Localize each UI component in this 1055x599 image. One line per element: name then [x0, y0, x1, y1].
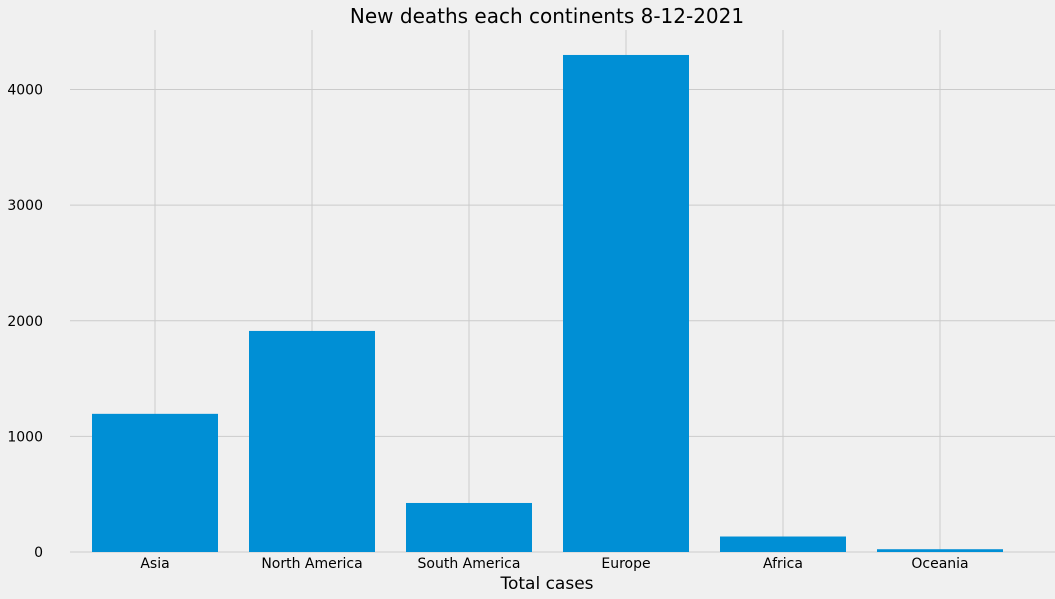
x-tick-label-asia: Asia — [140, 556, 169, 572]
bar-oceania — [877, 549, 1003, 552]
x-tick-label-south-america: South America — [418, 556, 521, 572]
y-tick-label: 3000 — [7, 198, 43, 214]
y-tick-label: 2000 — [7, 314, 43, 330]
bar-europe — [563, 54, 689, 553]
chart-title: New deaths each continents 8-12-2021 — [350, 4, 744, 28]
x-axis-label: Total cases — [499, 574, 593, 594]
y-tick-label: 4000 — [7, 83, 43, 99]
x-tick-label-europe: Europe — [601, 556, 650, 572]
x-tick-labels: Asia North America South America Europe Afri… — [140, 556, 968, 572]
x-tick-label-north-america: North America — [261, 556, 362, 572]
bar-africa — [720, 536, 846, 552]
y-tick-label: 0 — [34, 545, 43, 561]
y-tick-labels: 0 1000 2000 3000 4000 — [7, 83, 43, 561]
x-tick-label-oceania: Oceania — [911, 556, 968, 572]
bar-south-america — [406, 502, 532, 552]
x-tick-label-africa: Africa — [763, 556, 803, 572]
bars — [92, 54, 1003, 553]
bar-north-america — [249, 330, 375, 552]
y-tick-label: 1000 — [7, 429, 43, 445]
bar-asia — [92, 413, 218, 552]
